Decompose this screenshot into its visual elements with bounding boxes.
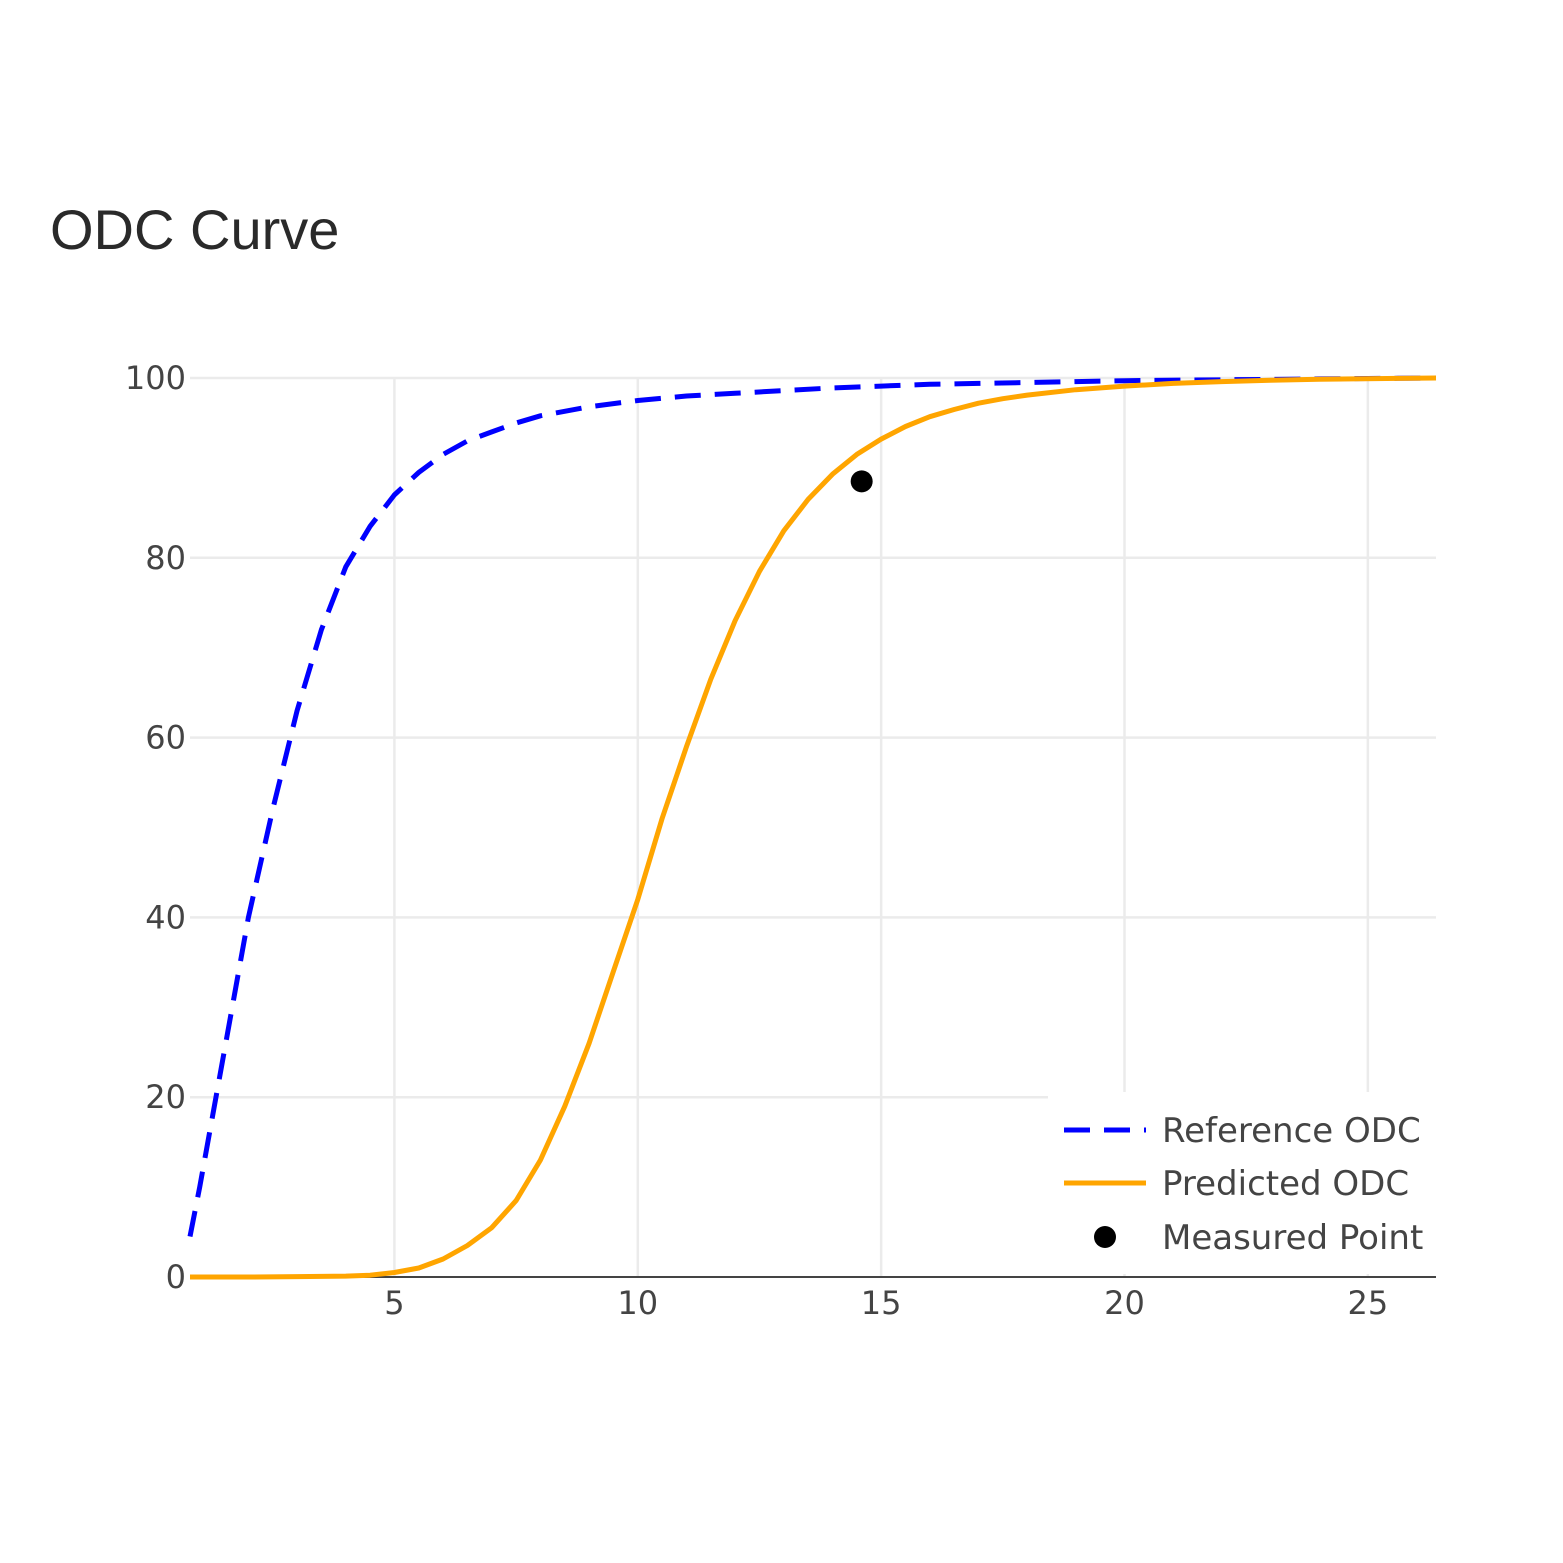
reference-odc-line[interactable] xyxy=(187,375,1437,1237)
y-tick-label: 100 xyxy=(125,359,186,397)
predicted-odc-line[interactable] xyxy=(190,375,1437,1280)
x-axis-ticks: 5 10 15 20 25 xyxy=(384,1284,1388,1322)
legend-item-reference[interactable]: Reference ODC xyxy=(1064,1111,1421,1151)
legend: Reference ODC Predicted ODC Measured Poi… xyxy=(1048,1092,1436,1274)
chart-title: ODC Curve xyxy=(50,198,339,261)
measured-point-marker[interactable] xyxy=(850,470,873,493)
legend-measured-label: Measured Point xyxy=(1162,1218,1423,1258)
y-axis-ticks: 0 20 40 60 80 100 xyxy=(125,359,186,1296)
y-gridlines xyxy=(190,376,1436,1278)
legend-predicted-label: Predicted ODC xyxy=(1162,1164,1409,1204)
x-tick-label: 10 xyxy=(617,1284,658,1322)
legend-item-predicted[interactable]: Predicted ODC xyxy=(1064,1164,1409,1204)
x-tick-label: 5 xyxy=(384,1284,404,1322)
y-tick-label: 40 xyxy=(145,898,186,936)
y-tick-label: 60 xyxy=(145,719,186,757)
series-layer xyxy=(187,375,1437,1280)
y-tick-label: 80 xyxy=(145,539,186,577)
y-tick-label: 20 xyxy=(145,1078,186,1116)
legend-reference-label: Reference ODC xyxy=(1162,1111,1421,1151)
legend-measured-swatch xyxy=(1094,1226,1116,1248)
x-tick-label: 25 xyxy=(1348,1284,1389,1322)
legend-item-measured[interactable]: Measured Point xyxy=(1094,1218,1423,1258)
x-tick-label: 20 xyxy=(1104,1284,1145,1322)
x-tick-label: 15 xyxy=(861,1284,902,1322)
y-tick-label: 0 xyxy=(166,1258,186,1296)
